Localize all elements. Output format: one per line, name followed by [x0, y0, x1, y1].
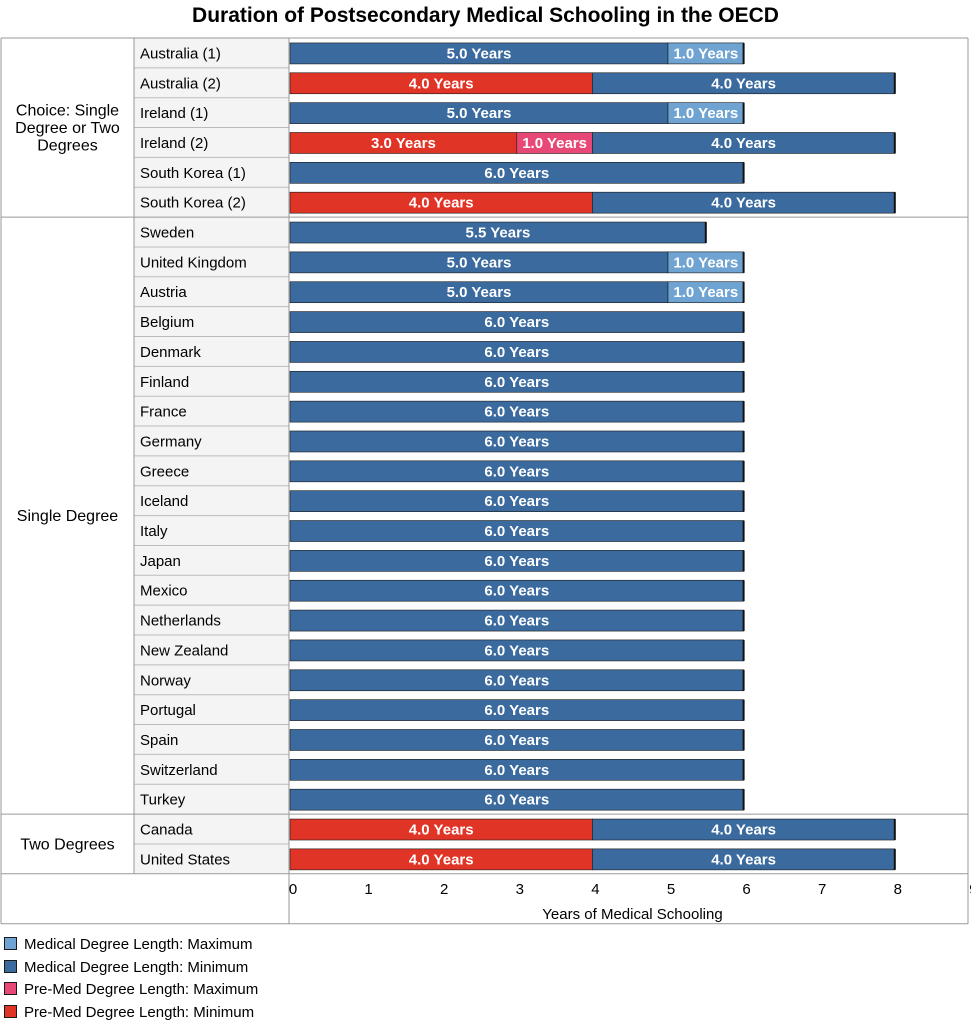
bar-label-sweden-med_min: 5.5 Years — [466, 225, 531, 242]
row-label-austria: Austria — [140, 284, 187, 301]
bar-label-iceland-med_min: 6.0 Years — [484, 493, 549, 510]
x-tick-label-6: 6 — [742, 881, 750, 898]
row-label-mexico: Mexico — [140, 583, 188, 600]
legend-swatch-premed-min — [4, 1004, 17, 1018]
bar-label-canada-med_min: 4.0 Years — [711, 822, 776, 839]
bar-label-italy-med_min: 6.0 Years — [484, 523, 549, 540]
bar-label-greece-med_min: 6.0 Years — [484, 463, 549, 480]
row-label-netherlands: Netherlands — [140, 613, 221, 630]
bar-label-australia-2-med_min: 4.0 Years — [711, 75, 776, 92]
x-tick-label-1: 1 — [364, 881, 372, 898]
x-tick-label-9: 9 — [969, 881, 971, 898]
bar-label-netherlands-med_min: 6.0 Years — [484, 613, 549, 630]
x-tick-label-0: 0 — [289, 881, 297, 898]
x-tick-label-2: 2 — [440, 881, 448, 898]
x-tick-label-7: 7 — [818, 881, 826, 898]
x-tick-label-4: 4 — [591, 881, 599, 898]
bar-label-south-korea-2-premed_min: 4.0 Years — [409, 195, 474, 212]
chart-title: Duration of Postsecondary Medical School… — [192, 4, 779, 27]
x-tick-label-8: 8 — [894, 881, 902, 898]
row-label-italy: Italy — [140, 523, 168, 540]
row-label-finland: Finland — [140, 374, 189, 391]
bar-label-new-zealand-med_min: 6.0 Years — [484, 642, 549, 659]
row-label-united-states: United States — [140, 851, 230, 868]
bar-label-australia-1-med_min: 5.0 Years — [447, 45, 512, 62]
x-tick-label-5: 5 — [667, 881, 675, 898]
bar-label-austria-med_max: 1.0 Years — [673, 284, 738, 301]
bar-label-denmark-med_min: 6.0 Years — [484, 344, 549, 361]
row-label-norway: Norway — [140, 672, 191, 689]
legend-swatch-medical-max — [4, 937, 17, 950]
group-label-choice-single-degree-or-two-degrees: Choice: Single Degree or Two Degrees — [15, 103, 120, 155]
legend-label-medical-max: Medical Degree Length: Maximum — [24, 936, 253, 953]
row-label-south-korea-1: South Korea (1) — [140, 165, 246, 182]
row-label-australia-1: Australia (1) — [140, 45, 221, 62]
row-label-germany: Germany — [140, 433, 202, 450]
row-label-united-kingdom: United Kingdom — [140, 254, 247, 271]
bar-label-united-states-med_min: 4.0 Years — [711, 851, 776, 868]
legend-label-medical-min: Medical Degree Length: Minimum — [24, 958, 249, 976]
bar-label-norway-med_min: 6.0 Years — [484, 672, 549, 689]
row-label-australia-2: Australia (2) — [140, 75, 221, 92]
x-axis-label: Years of Medical Schooling — [542, 906, 722, 923]
x-tick-label-3: 3 — [516, 881, 524, 898]
bar-label-belgium-med_min: 6.0 Years — [484, 314, 549, 331]
bar-label-finland-med_min: 6.0 Years — [484, 374, 549, 391]
row-label-denmark: Denmark — [140, 344, 201, 361]
row-label-france: France — [140, 404, 187, 421]
bar-label-ireland-1-med_min: 5.0 Years — [447, 105, 512, 122]
bar-label-south-korea-1-med_min: 6.0 Years — [484, 165, 549, 182]
bar-label-australia-1-med_max: 1.0 Years — [673, 45, 738, 62]
row-label-japan: Japan — [140, 553, 181, 570]
legend-label-premed-min: Pre-Med Degree Length: Minimum — [24, 1003, 255, 1021]
bar-label-ireland-1-med_max: 1.0 Years — [673, 105, 738, 122]
bar-label-germany-med_min: 6.0 Years — [484, 433, 549, 450]
row-label-sweden: Sweden — [140, 225, 194, 242]
bar-label-japan-med_min: 6.0 Years — [484, 553, 549, 570]
bar-label-ireland-2-med_min: 4.0 Years — [711, 135, 776, 152]
bar-label-austria-med_min: 5.0 Years — [447, 284, 512, 301]
bar-label-portugal-med_min: 6.0 Years — [484, 702, 549, 719]
bar-label-switzerland-med_min: 6.0 Years — [484, 762, 549, 779]
group-label-two-degrees: Two Degrees — [20, 836, 114, 853]
row-label-canada: Canada — [140, 822, 193, 839]
row-label-switzerland: Switzerland — [140, 762, 218, 779]
legend-swatch-premed-max — [4, 982, 17, 995]
bar-label-ireland-2-premed_min: 3.0 Years — [371, 135, 436, 152]
bar-label-south-korea-2-med_min: 4.0 Years — [711, 195, 776, 212]
row-label-south-korea-2: South Korea (2) — [140, 195, 246, 212]
bar-label-australia-2-premed_min: 4.0 Years — [409, 75, 474, 92]
bar-label-canada-premed_min: 4.0 Years — [409, 822, 474, 839]
row-label-belgium: Belgium — [140, 314, 194, 331]
row-label-greece: Greece — [140, 463, 189, 480]
row-label-iceland: Iceland — [140, 493, 188, 510]
legend-swatch-medical-min — [4, 959, 17, 973]
bar-label-france-med_min: 6.0 Years — [484, 404, 549, 421]
group-label-single-degree: Single Degree — [17, 508, 119, 525]
bar-label-turkey-med_min: 6.0 Years — [484, 792, 549, 809]
row-label-turkey: Turkey — [140, 792, 186, 809]
legend-label-premed-max: Pre-Med Degree Length: Maximum — [24, 981, 259, 998]
row-label-ireland-2: Ireland (2) — [140, 135, 208, 152]
bar-label-spain-med_min: 6.0 Years — [484, 732, 549, 749]
row-label-portugal: Portugal — [140, 702, 196, 719]
bar-label-united-states-premed_min: 4.0 Years — [409, 851, 474, 868]
bar-label-united-kingdom-med_min: 5.0 Years — [447, 254, 512, 271]
chart-canvas: Choice: Single Degree or Two Degrees Austra… — [0, 37, 971, 925]
bar-label-united-kingdom-med_max: 1.0 Years — [673, 254, 738, 271]
row-label-spain: Spain — [140, 732, 178, 749]
row-label-new-zealand: New Zealand — [140, 642, 228, 659]
bar-label-ireland-2-premed_max: 1.0 Years — [522, 135, 587, 152]
row-label-ireland-1: Ireland (1) — [140, 105, 208, 122]
bar-label-mexico-med_min: 6.0 Years — [484, 583, 549, 600]
